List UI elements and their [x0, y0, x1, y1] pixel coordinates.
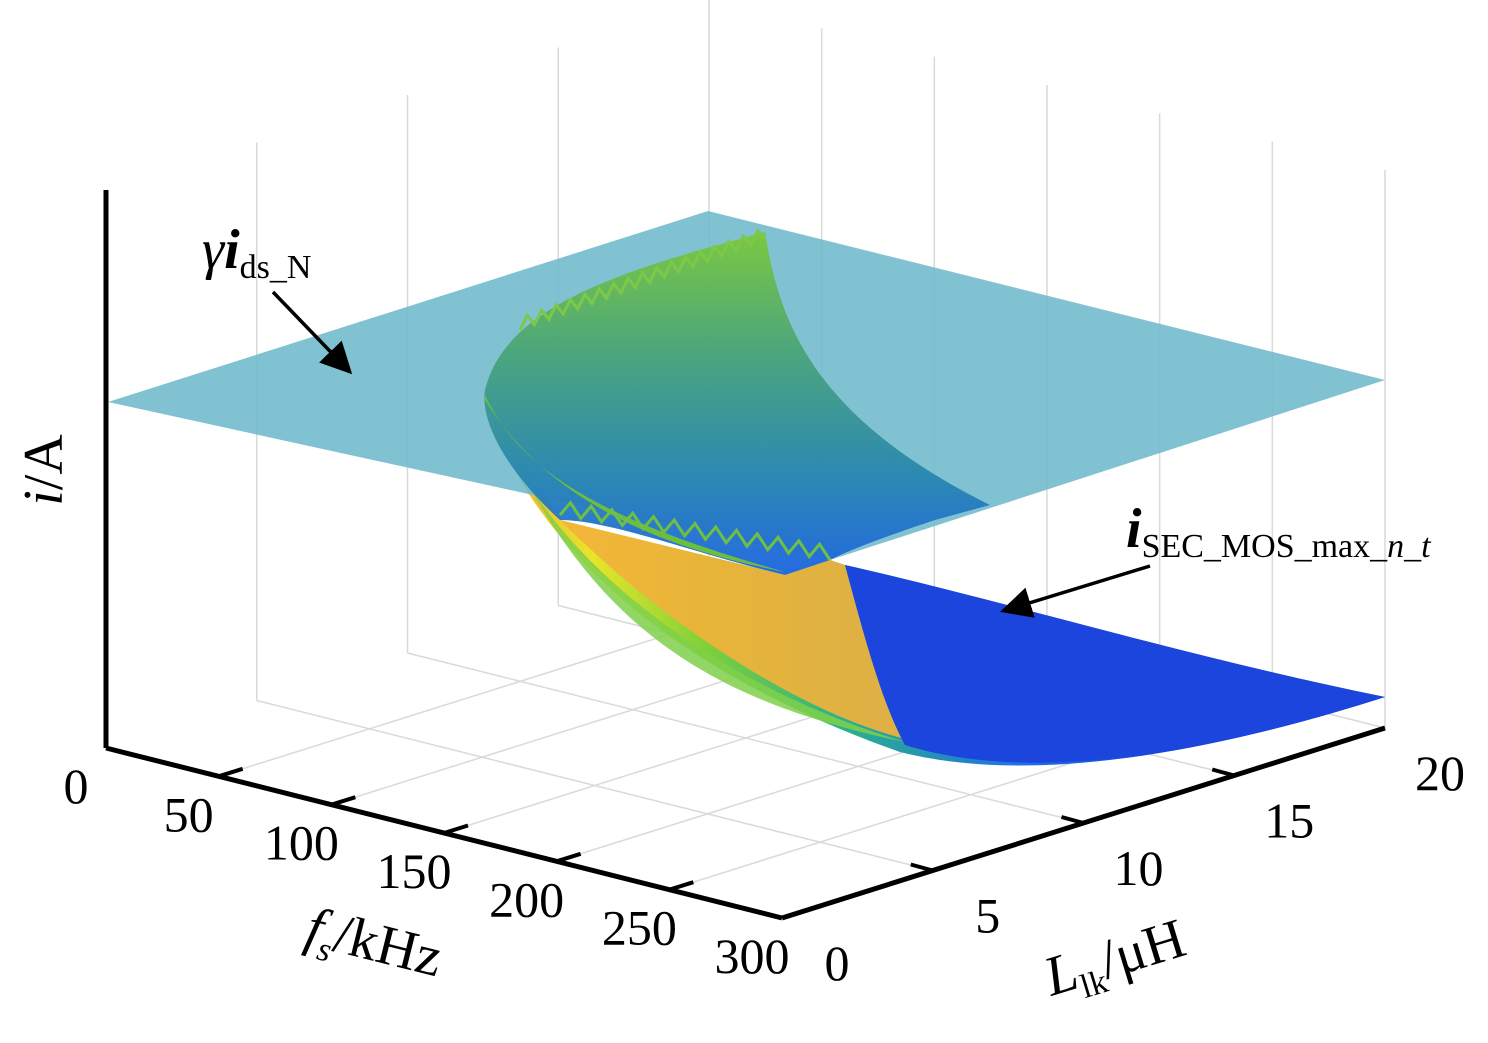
x-tick-label-250: 250	[602, 900, 677, 956]
surface-right-blue	[845, 565, 1385, 763]
x-ticks: 0 50 100 150 200 250 300	[64, 758, 790, 984]
surface-serrated-edge-top	[518, 227, 767, 331]
x-tick-50	[218, 766, 244, 779]
x-tick-250	[668, 880, 694, 892]
surface-serrated-edge-mid	[558, 500, 832, 561]
x-tick-label-200: 200	[489, 871, 564, 927]
surface-front-fold	[560, 520, 910, 740]
y-tick-5	[910, 862, 934, 873]
y-tick-10	[1060, 815, 1085, 825]
surface-upper-part	[484, 227, 990, 575]
x-axis-title: fs/kHz	[298, 896, 448, 996]
annotation-gamma-ids-n: γids_N	[202, 219, 311, 286]
annotation-arrow-plane	[271, 290, 353, 375]
x-tick-100	[330, 795, 356, 807]
annotation-arrow-surface	[999, 564, 1151, 618]
x-tick-label-0: 0	[64, 758, 89, 814]
y-tick-label-0: 0	[825, 935, 850, 991]
x-tick-label-300: 300	[715, 928, 790, 984]
z-axis-title: i/A	[13, 434, 75, 506]
x-tick-label-150: 150	[377, 843, 452, 899]
y-tick-15	[1211, 767, 1235, 778]
grid-floor-y-1	[256, 699, 933, 872]
x-tick-label-50: 50	[164, 786, 214, 842]
y-tick-label-20: 20	[1415, 745, 1465, 801]
grid-floor-y-2	[407, 652, 1084, 824]
x-tick-200	[556, 851, 582, 864]
y-tick-label-15: 15	[1264, 793, 1314, 849]
surface-upper-sheet	[484, 232, 990, 575]
surface-lower-part	[485, 400, 1385, 766]
annotation-isec-mos: iSEC_MOS_max_n_t	[1126, 498, 1432, 565]
x-tick-label-100: 100	[264, 815, 339, 871]
x-tick-150	[443, 823, 469, 835]
y-axis-title: Llk/μH	[1036, 907, 1194, 1015]
y-ticks: 0 5 10 15 20	[825, 745, 1466, 991]
y-tick-label-10: 10	[1114, 840, 1164, 896]
y-tick-label-5: 5	[975, 888, 1000, 944]
